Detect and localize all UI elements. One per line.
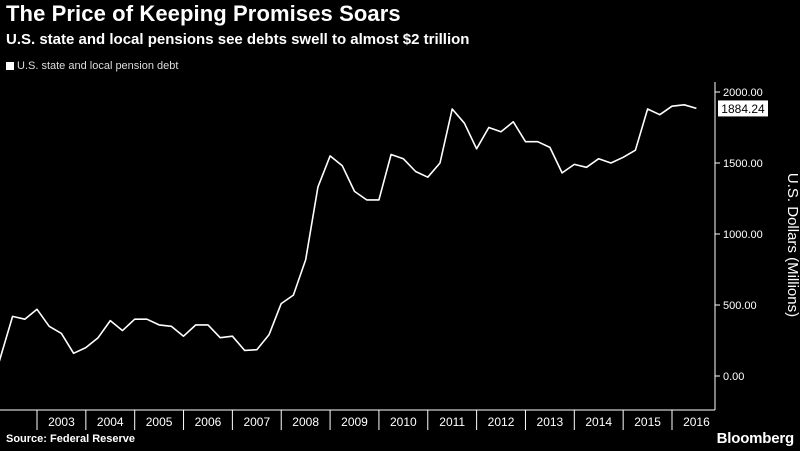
legend: U.S. state and local pension debt [6, 60, 178, 72]
x-tick-label: 2014 [585, 415, 612, 429]
chart-title: The Price of Keeping Promises Soars [6, 1, 401, 26]
x-tick-label: 2008 [292, 415, 319, 429]
y-tick-label: 2000.00 [723, 87, 763, 99]
x-tick-label: 2006 [195, 415, 222, 429]
source-note: Source: Federal Reserve [6, 433, 136, 445]
legend-label: U.S. state and local pension debt [17, 60, 179, 72]
x-tick-label: 2009 [341, 415, 368, 429]
y-tick-label: 1000.00 [723, 229, 763, 241]
bloomberg-logo: Bloomberg [716, 430, 795, 447]
y-tick-label: 500.00 [723, 300, 757, 312]
x-tick-label: 2005 [146, 415, 173, 429]
x-tick-label: 2012 [488, 415, 515, 429]
y-axis-title: U.S. Dollars (Millions) [784, 173, 800, 317]
x-tick-label: 2004 [97, 415, 124, 429]
y-tick-label: 1500.00 [723, 158, 763, 170]
x-tick-label: 2007 [243, 415, 270, 429]
series-line-pension-debt [0, 104, 697, 362]
x-tick-label: 2016 [683, 415, 710, 429]
x-tick-label: 2003 [48, 415, 75, 429]
legend-swatch [6, 62, 14, 70]
x-tick-label: 2013 [537, 415, 564, 429]
x-tick-label: 2011 [439, 415, 465, 429]
last-value-box [718, 100, 768, 117]
last-value-label: 1884.24 [721, 102, 765, 116]
chart-subtitle: U.S. state and local pensions see debts … [6, 31, 470, 48]
x-tick-label: 2010 [390, 415, 417, 429]
x-tick-label: 2015 [634, 415, 661, 429]
y-tick-label: 0.00 [723, 371, 744, 383]
